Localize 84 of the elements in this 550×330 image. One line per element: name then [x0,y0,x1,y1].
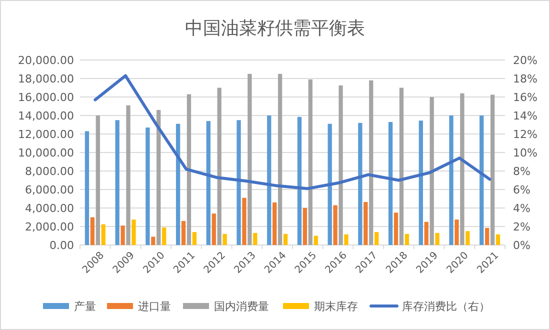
bar [314,236,318,245]
bar [162,227,166,245]
bar [302,208,308,245]
y2-tick-label: 12% [513,128,538,141]
y-tick-label: 14,000.00 [18,110,74,122]
bar [344,234,348,245]
y2-tick-label: 14% [513,110,538,122]
y2-tick-label: 4% [513,202,530,215]
bar [485,228,490,245]
y2-tick-label: 8% [513,165,530,178]
bar [338,85,343,245]
bar [120,226,125,245]
bar [186,94,192,245]
bar [90,217,95,245]
bar [308,79,312,245]
bar [192,232,197,245]
bar [358,122,362,245]
bar [394,212,398,245]
y-tick-label: 0.00 [50,239,74,252]
bar [374,232,379,245]
y2-tick-label: 10% [513,146,538,160]
bar [454,220,459,245]
bar [176,124,180,245]
bar [156,110,161,245]
bar [430,97,434,245]
y-tick-label: 12,000.00 [18,128,74,141]
y-tick-label: 18,000.00 [18,72,74,86]
legend-label: 国内消费量 [214,300,269,313]
bar [297,116,302,245]
bar [132,220,136,245]
bar [404,234,410,245]
bar [328,124,332,245]
y-tick-label: 4,000.00 [25,202,74,215]
bar [480,116,484,245]
bar [364,202,368,245]
bar [115,120,120,245]
bar [388,122,393,245]
bar [267,116,272,245]
bar [399,88,404,245]
bar [333,205,338,245]
bar [435,232,440,245]
bar [369,80,374,245]
bar [496,234,500,245]
bar [466,231,470,245]
legend-label: 期末库存 [314,300,358,313]
bar [181,220,186,245]
bar [424,222,428,245]
y-tick-label: 8,000.00 [25,165,74,178]
bar [418,120,423,245]
bar [84,131,90,245]
bar [212,214,216,245]
y2-tick-label: 6% [513,184,530,196]
y2-tick-label: 2% [513,220,530,234]
bar [151,236,156,245]
bar [101,224,106,245]
y-tick-label: 2,000.00 [25,220,74,234]
y2-tick-label: 20% [513,54,538,67]
bar [126,105,130,245]
bar [146,128,150,245]
legend-label: 产量 [74,300,96,313]
y2-tick-label: 16% [513,91,538,104]
y-tick-label: 16,000.00 [18,91,74,104]
bar [278,74,282,245]
bar [96,116,100,245]
legend-label: 进口量 [138,300,171,313]
bar [242,198,246,245]
bar [236,120,241,245]
y2-tick-label: 18% [513,72,538,86]
bar [248,74,252,245]
y2-tick-label: 0% [513,239,530,252]
y-tick-label: 6,000.00 [25,184,74,196]
bar [283,234,288,245]
bar [253,232,258,245]
bar [272,202,277,245]
bar [222,234,227,245]
bar [217,88,222,245]
legend-label: 库存消费比（右） [402,300,490,313]
bar [460,93,464,245]
bar [449,116,454,245]
chart-title: 中国油菜籽供需平衡表 [185,18,365,39]
bar [206,121,210,245]
y-tick-label: 10,000.00 [18,146,74,160]
y-tick-label: 20,000.00 [18,54,74,67]
bar [490,94,495,245]
